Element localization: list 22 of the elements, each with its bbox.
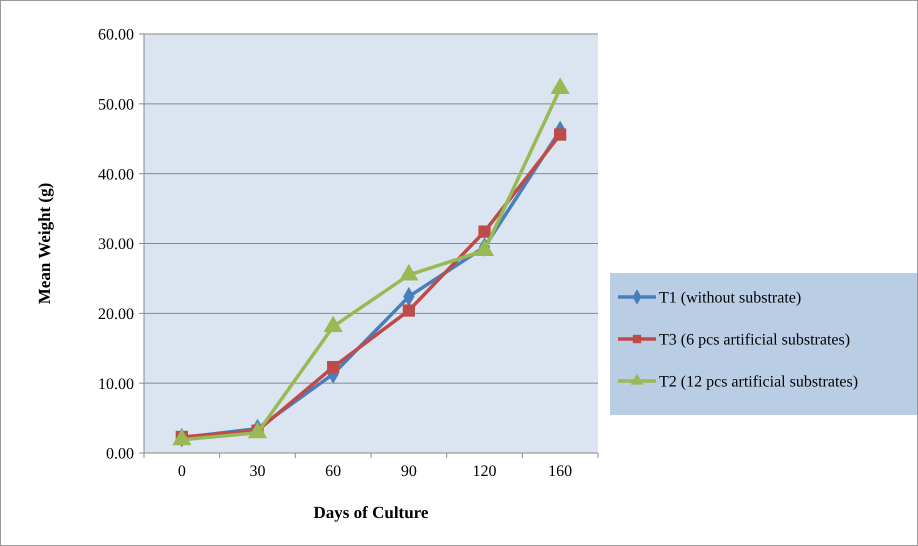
y-tick-label: 40.00 <box>98 166 134 184</box>
point <box>402 304 415 317</box>
legend-label: T2 (12 pcs artificial substrates) <box>659 374 858 391</box>
x-tick-label: 120 <box>472 463 496 480</box>
point <box>554 128 566 141</box>
y-tick-label: 10.00 <box>98 376 134 393</box>
x-tick-label: 0 <box>178 463 186 480</box>
legend-label: T1 (without substrate) <box>659 290 802 307</box>
x-tick-label: 60 <box>325 463 342 480</box>
legend-label: T3 (6 pcs artificial substrates) <box>659 332 850 349</box>
x-tick-label: 30 <box>250 463 266 480</box>
y-tick-label: 30.00 <box>98 236 134 254</box>
y-tick-label: 60.00 <box>98 26 134 44</box>
x-tick-label: 90 <box>400 463 417 480</box>
y-tick-label: 20.00 <box>98 306 134 323</box>
x-tick-label: 160 <box>548 463 572 480</box>
y-tick-label: 0.00 <box>106 446 134 463</box>
point <box>327 360 340 374</box>
x-axis-title: Days of Culture <box>314 503 429 522</box>
y-tick-label: 50.00 <box>98 96 134 114</box>
y-axis-title: Mean Weight (g) <box>35 182 54 304</box>
point <box>478 226 491 238</box>
